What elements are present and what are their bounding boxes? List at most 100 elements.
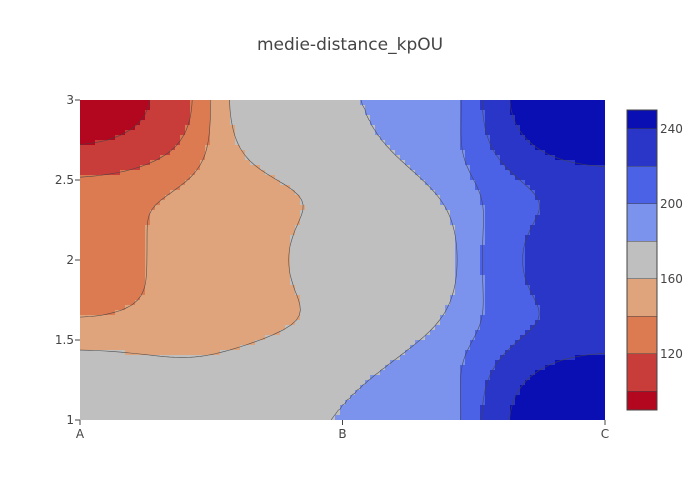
contour-cell bbox=[350, 335, 356, 341]
contour-cell bbox=[100, 190, 106, 196]
contour-cell bbox=[395, 220, 401, 226]
contour-cell bbox=[250, 110, 256, 116]
contour-cell bbox=[570, 110, 576, 116]
contour-cell bbox=[135, 125, 141, 131]
contour-cell bbox=[130, 150, 136, 156]
contour-cell bbox=[225, 200, 231, 206]
contour-cell bbox=[255, 250, 261, 256]
contour-cell bbox=[260, 190, 266, 196]
contour-cell bbox=[330, 135, 336, 141]
contour-cell bbox=[475, 250, 481, 256]
contour-cell bbox=[200, 175, 206, 181]
contour-cell bbox=[95, 250, 101, 256]
contour-cell bbox=[555, 315, 561, 321]
contour-cell bbox=[480, 265, 486, 271]
contour-cell bbox=[495, 265, 501, 271]
contour-cell bbox=[525, 280, 531, 286]
contour-cell bbox=[550, 110, 556, 116]
contour-cell bbox=[150, 275, 156, 281]
contour-cell bbox=[240, 130, 246, 136]
contour-cell bbox=[370, 190, 376, 196]
contour-cell bbox=[155, 235, 161, 241]
contour-cell bbox=[480, 120, 486, 126]
contour-cell bbox=[420, 145, 426, 151]
contour-cell bbox=[365, 150, 371, 156]
contour-cell bbox=[325, 335, 331, 341]
contour-cell bbox=[515, 255, 521, 261]
contour-cell bbox=[375, 220, 381, 226]
contour-cell bbox=[180, 185, 186, 191]
contour-cell bbox=[125, 180, 131, 186]
contour-cell bbox=[100, 205, 106, 211]
contour-cell bbox=[210, 265, 216, 271]
contour-cell bbox=[90, 330, 96, 336]
contour-cell bbox=[185, 300, 191, 306]
contour-cell bbox=[355, 140, 361, 146]
contour-cell bbox=[310, 210, 316, 216]
contour-cell bbox=[495, 235, 501, 241]
contour-cell bbox=[350, 165, 356, 171]
contour-cell bbox=[560, 195, 566, 201]
contour-cell bbox=[250, 185, 256, 191]
contour-cell bbox=[250, 325, 256, 331]
contour-cell bbox=[175, 290, 181, 296]
contour-cell bbox=[315, 245, 321, 251]
contour-cell bbox=[500, 330, 506, 336]
contour-cell bbox=[535, 200, 541, 206]
contour-cell bbox=[430, 280, 436, 286]
contour-cell bbox=[295, 130, 301, 136]
contour-cell bbox=[480, 180, 486, 186]
contour-cell bbox=[455, 230, 461, 236]
contour-cell bbox=[300, 260, 306, 266]
contour-cell bbox=[450, 320, 456, 326]
contour-cell bbox=[400, 140, 406, 146]
contour-cell bbox=[530, 205, 536, 211]
contour-cell bbox=[150, 185, 156, 191]
contour-cell bbox=[350, 260, 356, 266]
contour-cell bbox=[500, 200, 506, 206]
contour-cell bbox=[495, 245, 501, 251]
contour-cell bbox=[405, 230, 411, 236]
contour-cell bbox=[160, 245, 166, 251]
contour-cell bbox=[590, 165, 596, 171]
contour-cell bbox=[325, 220, 331, 226]
contour-cell bbox=[390, 290, 396, 296]
contour-cell bbox=[200, 295, 206, 301]
contour-cell bbox=[425, 155, 431, 161]
contour-cell bbox=[195, 140, 201, 146]
contour-cell bbox=[165, 155, 171, 161]
contour-cell bbox=[455, 280, 461, 286]
contour-cell bbox=[235, 320, 241, 326]
contour-cell bbox=[370, 150, 376, 156]
contour-cell bbox=[295, 280, 301, 286]
contour-cell bbox=[350, 125, 356, 131]
contour-cell bbox=[240, 215, 246, 221]
contour-cell bbox=[315, 235, 321, 241]
contour-cell bbox=[320, 140, 326, 146]
contour-cell bbox=[245, 120, 251, 126]
contour-cell bbox=[535, 265, 541, 271]
contour-cell bbox=[425, 305, 431, 311]
contour-cell bbox=[550, 210, 556, 216]
contour-cell bbox=[280, 185, 286, 191]
contour-cell bbox=[420, 215, 426, 221]
contour-cell bbox=[235, 260, 241, 266]
contour-cell bbox=[195, 220, 201, 226]
contour-cell bbox=[220, 175, 226, 181]
contour-cell bbox=[355, 260, 361, 266]
contour-cell bbox=[265, 335, 271, 341]
contour-cell bbox=[225, 260, 231, 266]
contour-cell bbox=[475, 270, 481, 276]
contour-cell bbox=[325, 145, 331, 151]
contour-cell bbox=[535, 135, 541, 141]
contour-cell bbox=[305, 265, 311, 271]
contour-cell bbox=[480, 100, 486, 106]
contour-cell bbox=[370, 145, 376, 151]
contour-cell bbox=[250, 245, 256, 251]
contour-cell bbox=[550, 255, 556, 261]
contour-cell bbox=[125, 155, 131, 161]
contour-cell bbox=[575, 280, 581, 286]
contour-cell bbox=[375, 295, 381, 301]
contour-cell bbox=[195, 275, 201, 281]
contour-cell bbox=[405, 215, 411, 221]
